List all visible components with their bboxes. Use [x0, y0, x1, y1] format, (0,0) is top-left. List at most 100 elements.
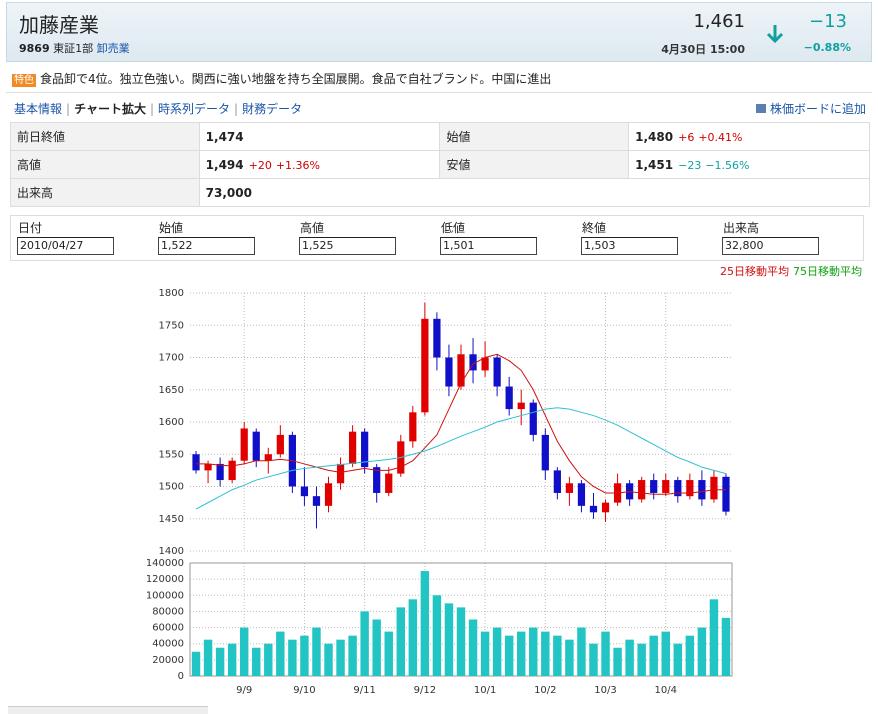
volume-bar — [553, 635, 562, 676]
candle-body — [361, 431, 369, 468]
volume-bar — [432, 595, 442, 676]
vol-tick-label: 100000 — [146, 590, 184, 601]
volume-bar — [203, 639, 213, 676]
candle-body — [312, 496, 321, 506]
value: 1,451 — [635, 157, 674, 172]
quote-value: 1,451 −23 −1.56% — [628, 150, 870, 179]
tab: チャート拡大 — [74, 102, 146, 116]
daily-header: 高値 — [300, 221, 325, 235]
y-tick-label: 1450 — [159, 514, 184, 525]
volume-bar — [191, 651, 201, 676]
volume-bar — [661, 631, 670, 676]
volume-bar — [336, 639, 345, 676]
candle-body — [589, 505, 598, 513]
x-tick-label: 10/4 — [655, 685, 677, 696]
y-tick-label: 1500 — [159, 482, 184, 493]
vol-tick-label: 20000 — [152, 655, 184, 666]
candle-body — [481, 357, 489, 371]
candle-body — [445, 357, 453, 387]
quote-label: 始値 — [439, 122, 630, 151]
daily-input: 1,522 — [158, 237, 255, 255]
volume-bar — [252, 647, 261, 676]
y-tick-label: 1750 — [159, 320, 184, 331]
candle-body — [457, 354, 465, 387]
candle-body — [517, 402, 525, 410]
candle-body — [348, 431, 357, 464]
feature: 特色 食品卸で4位。独立色強い。関西に強い地盤を持ち全国展開。食品で自社ブランド。… — [12, 70, 551, 87]
header: 加藤産業 9869 東証1部 卸売業 1,461 −13 4月30日 15:00… — [6, 2, 872, 62]
candle-body — [553, 470, 561, 493]
candle-body — [686, 480, 694, 497]
pct: −1.56% — [705, 158, 750, 172]
candle-body — [204, 463, 212, 471]
candle-body — [216, 463, 224, 481]
candle-body — [722, 476, 730, 512]
tab[interactable]: 時系列データ — [158, 102, 231, 116]
quote-table: 前日終値 1,474 始値 1,480 +6 +0.41% 高値 1,494 +20 +1.36%… — [10, 122, 871, 207]
daily-header: 低値 — [441, 221, 466, 235]
moving-average — [195, 407, 727, 510]
vol-tick-label: 60000 — [152, 623, 184, 634]
sector-link[interactable]: 卸売業 — [96, 42, 130, 55]
code: 9869 — [19, 42, 50, 55]
volume-bar — [348, 635, 357, 676]
volume-bar — [589, 643, 598, 676]
tab[interactable]: 財務データ — [242, 102, 303, 116]
candle-body — [385, 473, 393, 493]
company-name: 加藤産業 — [19, 13, 99, 37]
y-tick-label: 1400 — [159, 546, 184, 557]
volume-bar — [649, 635, 658, 676]
volume-bar — [492, 627, 502, 676]
pct: +1.36% — [275, 158, 321, 172]
volume-bar — [444, 603, 454, 676]
candle-body — [252, 431, 260, 461]
add-board-text[interactable]: 株価ボードに追加 — [769, 102, 866, 116]
add-board[interactable]: 株価ボードに追加 — [755, 100, 866, 117]
volume-bar — [637, 643, 646, 676]
volume-bar — [420, 571, 430, 676]
quote-label: 安値 — [439, 150, 630, 179]
x-tick-label: 10/1 — [474, 685, 496, 696]
vol-tick-label: 0 — [178, 671, 184, 682]
volume-bar — [721, 617, 731, 676]
volume-bar — [264, 643, 273, 676]
daily-input: 2010/04/27 — [17, 237, 114, 255]
daily-header: 日付 — [18, 221, 43, 235]
volume-bar — [517, 631, 526, 676]
change: −13 — [809, 11, 847, 32]
tab-sep: | — [149, 102, 154, 116]
candle-body — [276, 434, 284, 455]
candle-body — [698, 480, 706, 500]
legend-entry: 25日移動平均 — [720, 265, 789, 278]
volume-bar — [613, 647, 622, 676]
quote-row: 前日終値 1,474 始値 1,480 +6 +0.41% — [10, 122, 870, 151]
volume-bar — [227, 643, 237, 676]
candle-body — [541, 434, 549, 471]
candle-body — [662, 480, 670, 493]
candle-body — [710, 476, 718, 500]
volume-bar — [504, 635, 514, 676]
daily-input: 32,800 — [722, 237, 819, 255]
value: 73,000 — [205, 185, 252, 200]
quote-value: 73,000 — [198, 178, 871, 207]
x-tick-label: 9/9 — [236, 685, 252, 696]
legend-entry: 75日移動平均 — [793, 265, 862, 278]
pct: +0.41% — [698, 130, 743, 144]
candle-body — [264, 454, 272, 461]
volume-bar — [577, 627, 586, 676]
quote-label: 出来高 — [10, 178, 200, 207]
value: 1,474 — [205, 129, 244, 144]
feature-badge: 特色 — [12, 74, 36, 87]
daily-input: 1,503 — [581, 237, 678, 255]
change-pct: −0.88% — [803, 41, 851, 54]
daily-input: 1,501 — [440, 237, 537, 255]
vol-tick-label: 120000 — [146, 574, 184, 585]
y-tick-label: 1600 — [159, 417, 184, 428]
y-tick-label: 1700 — [159, 353, 184, 364]
vol-tick-label: 40000 — [152, 639, 184, 650]
candle-body — [565, 483, 574, 493]
candle-body — [601, 502, 610, 513]
quote-value: 1,494 +20 +1.36% — [198, 150, 441, 179]
volume-bar — [276, 631, 285, 676]
tab[interactable]: 基本情報 — [14, 102, 63, 116]
